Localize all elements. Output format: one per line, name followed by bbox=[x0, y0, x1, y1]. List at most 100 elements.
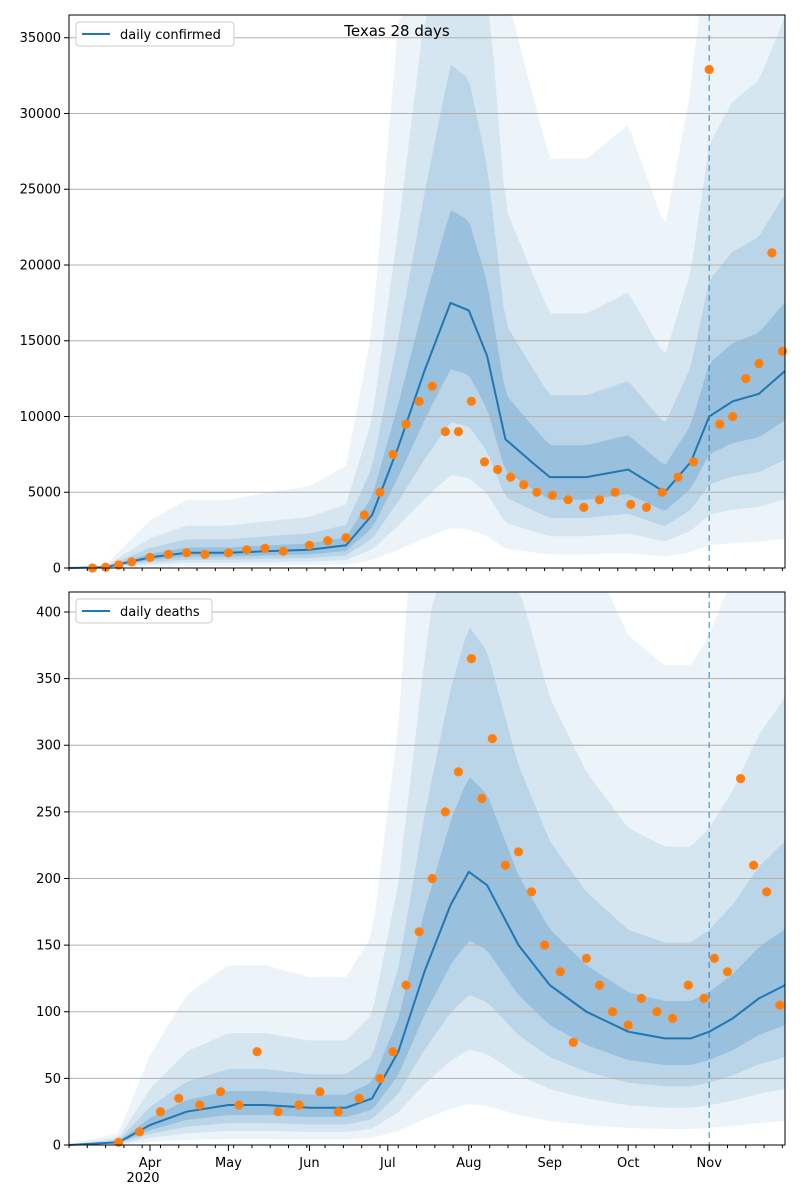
observed-point bbox=[623, 1020, 633, 1030]
observed-point bbox=[323, 536, 333, 546]
deaths-axes-frame bbox=[68, 591, 786, 1146]
legend-box bbox=[75, 598, 213, 624]
legend-label-confirmed: daily confirmed bbox=[120, 28, 221, 43]
observed-point bbox=[341, 533, 351, 543]
observed-point bbox=[736, 774, 746, 784]
deaths-model-line bbox=[68, 870, 786, 1146]
observed-point bbox=[767, 248, 777, 258]
observed-point bbox=[114, 1137, 124, 1147]
y-tick-label: 400 bbox=[36, 605, 61, 620]
y-tick-label: 15000 bbox=[20, 334, 61, 349]
observed-point bbox=[749, 860, 759, 870]
observed-point bbox=[626, 499, 636, 509]
observed-point bbox=[195, 1100, 205, 1110]
observed-point bbox=[163, 549, 173, 560]
uncertainty-band bbox=[69, 15, 785, 568]
observed-point bbox=[699, 993, 709, 1004]
x-tick-label: Sep bbox=[538, 1156, 563, 1171]
observed-point bbox=[427, 381, 437, 391]
y-tick-label: 0 bbox=[53, 1139, 61, 1154]
uncertainty-band bbox=[69, 777, 785, 1145]
observed-point bbox=[754, 358, 764, 369]
observed-point bbox=[607, 1007, 618, 1017]
deaths-uncertainty-bands bbox=[69, 592, 785, 1145]
observed-point bbox=[294, 1100, 304, 1110]
uncertainty-band bbox=[69, 210, 785, 569]
year-label: 2020 bbox=[126, 1171, 159, 1186]
observed-point bbox=[252, 1047, 262, 1057]
observed-point bbox=[709, 953, 720, 964]
observed-point bbox=[304, 540, 314, 550]
confirmed-chart-panel: 0 5000 10000 15000 20000 25000 30000 35000 Texa… bbox=[20, 14, 788, 577]
observed-point bbox=[223, 548, 233, 558]
uncertainty-band bbox=[69, 15, 785, 568]
confirmed-observed-points bbox=[87, 64, 788, 573]
observed-point bbox=[401, 419, 411, 429]
uncertainty-band bbox=[69, 592, 785, 1145]
observed-point bbox=[477, 793, 487, 804]
y-tick-label: 30000 bbox=[20, 107, 61, 122]
model-line bbox=[68, 870, 786, 1146]
y-tick-label: 200 bbox=[36, 872, 61, 887]
observed-point bbox=[466, 396, 476, 406]
observed-point bbox=[427, 873, 437, 884]
y-tick-label: 100 bbox=[36, 1005, 61, 1020]
observed-point bbox=[333, 1107, 343, 1117]
observed-point bbox=[101, 562, 111, 572]
x-tick-label: Nov bbox=[697, 1156, 723, 1171]
deaths-chart-panel: 0 50 100 150 200 250 300 350 400 Apr May Jun Jul Aug… bbox=[36, 591, 786, 1186]
observed-point bbox=[741, 374, 751, 384]
confirmed-axes-frame bbox=[68, 14, 786, 569]
observed-point bbox=[547, 490, 558, 500]
observed-point bbox=[519, 480, 529, 490]
x-tick-label: Jun bbox=[298, 1156, 319, 1171]
observed-point bbox=[487, 734, 497, 744]
y-tick-label: 300 bbox=[36, 739, 61, 754]
observed-point bbox=[388, 1047, 398, 1057]
observed-point bbox=[683, 980, 693, 990]
y-tick-label: 35000 bbox=[20, 31, 61, 46]
y-tick-label: 25000 bbox=[20, 183, 61, 198]
confirmed-x-ticks bbox=[68, 568, 783, 571]
x-tick-label: May bbox=[215, 1156, 242, 1171]
observed-point bbox=[260, 543, 270, 553]
observed-point bbox=[401, 980, 411, 990]
observed-point bbox=[715, 419, 725, 429]
observed-point bbox=[594, 495, 605, 505]
y-tick-label: 250 bbox=[36, 805, 61, 820]
observed-point bbox=[127, 557, 137, 567]
observed-point bbox=[200, 549, 210, 560]
observed-point bbox=[563, 495, 573, 505]
observed-point bbox=[359, 510, 369, 520]
observed-point bbox=[273, 1107, 283, 1117]
confirmed-legend: daily confirmed bbox=[75, 21, 235, 47]
observed-point bbox=[440, 807, 450, 817]
observed-point bbox=[145, 552, 155, 563]
legend-box bbox=[75, 21, 235, 47]
observed-point bbox=[513, 847, 524, 857]
observed-point bbox=[594, 980, 605, 990]
uncertainty-band bbox=[69, 627, 785, 1145]
deaths-observed-points bbox=[114, 654, 785, 1147]
observed-point bbox=[182, 548, 192, 558]
y-tick-label: 10000 bbox=[20, 410, 61, 425]
observed-point bbox=[610, 487, 620, 497]
deaths-y-ticks: 0 50 100 150 200 250 300 350 400 bbox=[36, 605, 69, 1154]
observed-point bbox=[453, 767, 463, 777]
observed-point bbox=[657, 487, 667, 497]
observed-point bbox=[668, 1013, 678, 1024]
observed-point bbox=[414, 396, 424, 406]
y-tick-label: 50 bbox=[44, 1072, 61, 1087]
observed-point bbox=[453, 427, 463, 437]
observed-point bbox=[493, 464, 503, 475]
confirmed-uncertainty-bands bbox=[69, 15, 785, 569]
observed-point bbox=[388, 449, 398, 459]
observed-point bbox=[466, 654, 476, 664]
observed-point bbox=[135, 1127, 145, 1137]
observed-point bbox=[641, 502, 652, 512]
observed-point bbox=[722, 967, 733, 977]
observed-point bbox=[500, 860, 510, 870]
observed-point bbox=[174, 1093, 184, 1103]
x-tick-label: Apr bbox=[139, 1156, 162, 1171]
observed-point bbox=[375, 487, 385, 497]
